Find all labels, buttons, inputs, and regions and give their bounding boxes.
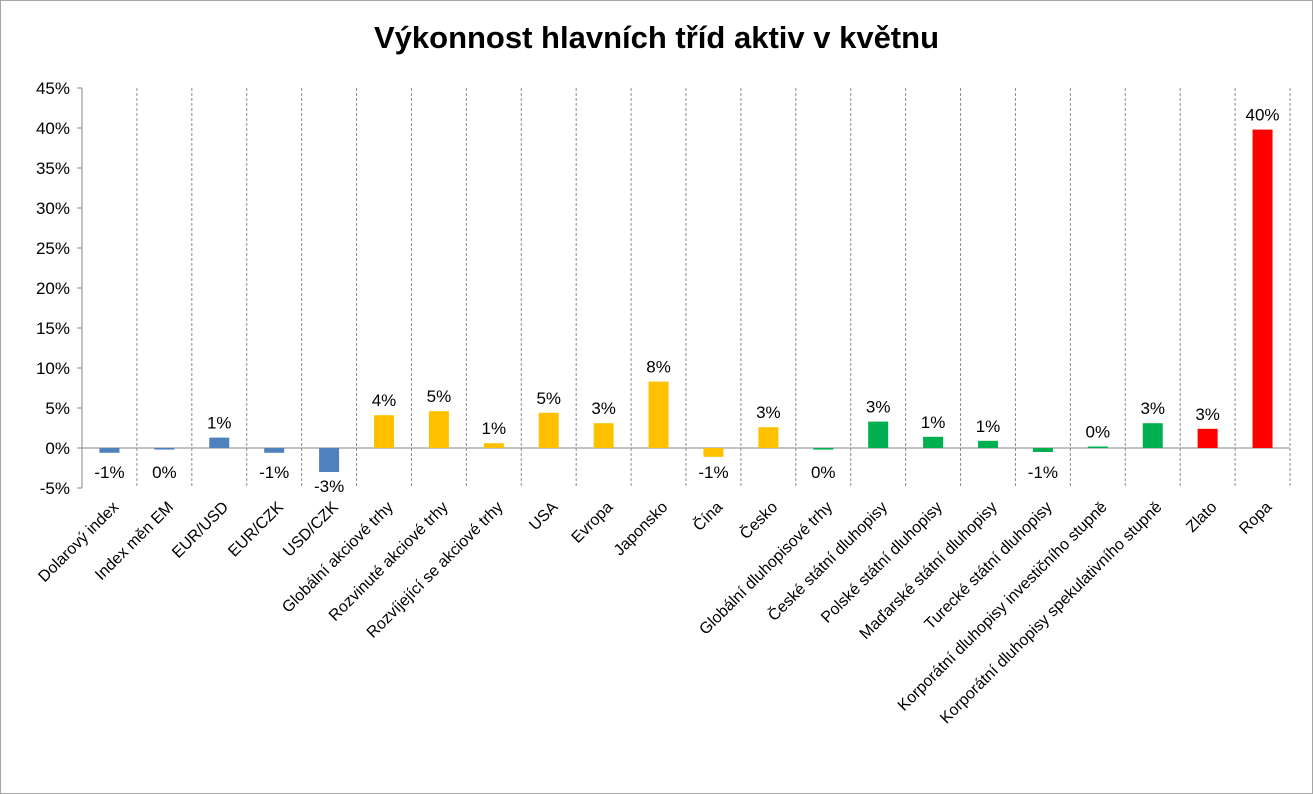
data-label: 3% (756, 403, 781, 422)
bar (923, 436, 944, 448)
bar (868, 421, 889, 448)
y-tick-label: 25% (36, 239, 70, 258)
chart-title: Výkonnost hlavních tříd aktiv v květnu (373, 20, 940, 55)
bar (1142, 423, 1163, 448)
category-label: Zlato (1183, 499, 1220, 536)
bar (978, 440, 998, 448)
bar (154, 448, 175, 450)
data-label: 3% (591, 399, 616, 418)
bar (593, 423, 614, 448)
data-label: -1% (259, 463, 289, 482)
bar (648, 381, 669, 448)
data-label: 5% (536, 389, 561, 408)
y-tick-label: 5% (45, 399, 70, 418)
category-label: EUR/USD (169, 499, 232, 562)
bar (1032, 448, 1053, 452)
bar (1197, 428, 1218, 448)
bar (483, 443, 504, 448)
y-tick-label: 10% (36, 359, 70, 378)
y-tick-label: 30% (36, 199, 70, 218)
data-label: 3% (866, 398, 891, 417)
data-label: 3% (1140, 399, 1165, 418)
category-label: Ropa (1236, 499, 1275, 538)
data-label: -1% (1028, 463, 1058, 482)
category-label: Čína (689, 497, 726, 534)
bar (209, 437, 230, 448)
y-tick-label: 40% (36, 119, 70, 138)
data-label: 0% (811, 463, 836, 482)
category-label: USA (526, 499, 562, 535)
bar (428, 411, 449, 448)
y-tick-label: 35% (36, 159, 70, 178)
data-label: 1% (921, 413, 946, 432)
category-label: Globální akciové trhy (279, 499, 397, 617)
bar (1252, 129, 1273, 448)
data-label: -1% (698, 463, 728, 482)
data-label: 1% (207, 414, 232, 433)
data-label: -3% (314, 477, 344, 496)
bar (813, 448, 834, 450)
y-tick-label: 0% (45, 439, 70, 458)
category-label: Česko (736, 497, 782, 543)
data-label: 40% (1246, 106, 1280, 125)
data-label: -1% (94, 463, 124, 482)
category-label: Korporátní dluhopisy investičního stupně (895, 499, 1111, 715)
y-tick-label: -5% (40, 479, 70, 498)
bar (538, 412, 559, 448)
data-label: 1% (482, 419, 507, 438)
y-tick-label: 20% (36, 279, 70, 298)
data-label: 4% (372, 391, 397, 410)
data-label: 0% (1086, 423, 1111, 442)
y-tick-label: 15% (36, 319, 70, 338)
category-label: Evropa (569, 499, 617, 547)
data-label: 5% (427, 387, 452, 406)
bar (1087, 446, 1108, 448)
data-label: 0% (152, 463, 177, 482)
y-tick-label: 45% (36, 79, 70, 98)
bar (319, 448, 340, 472)
bar (758, 427, 779, 448)
data-label: 8% (646, 358, 671, 377)
category-label: Japonsko (611, 499, 672, 560)
bar (374, 415, 394, 448)
data-label: 3% (1195, 405, 1220, 424)
category-label: EUR/CZK (225, 499, 287, 561)
bar (99, 448, 120, 453)
data-label: 1% (976, 417, 1001, 436)
bar (264, 448, 285, 453)
bar (703, 448, 724, 457)
